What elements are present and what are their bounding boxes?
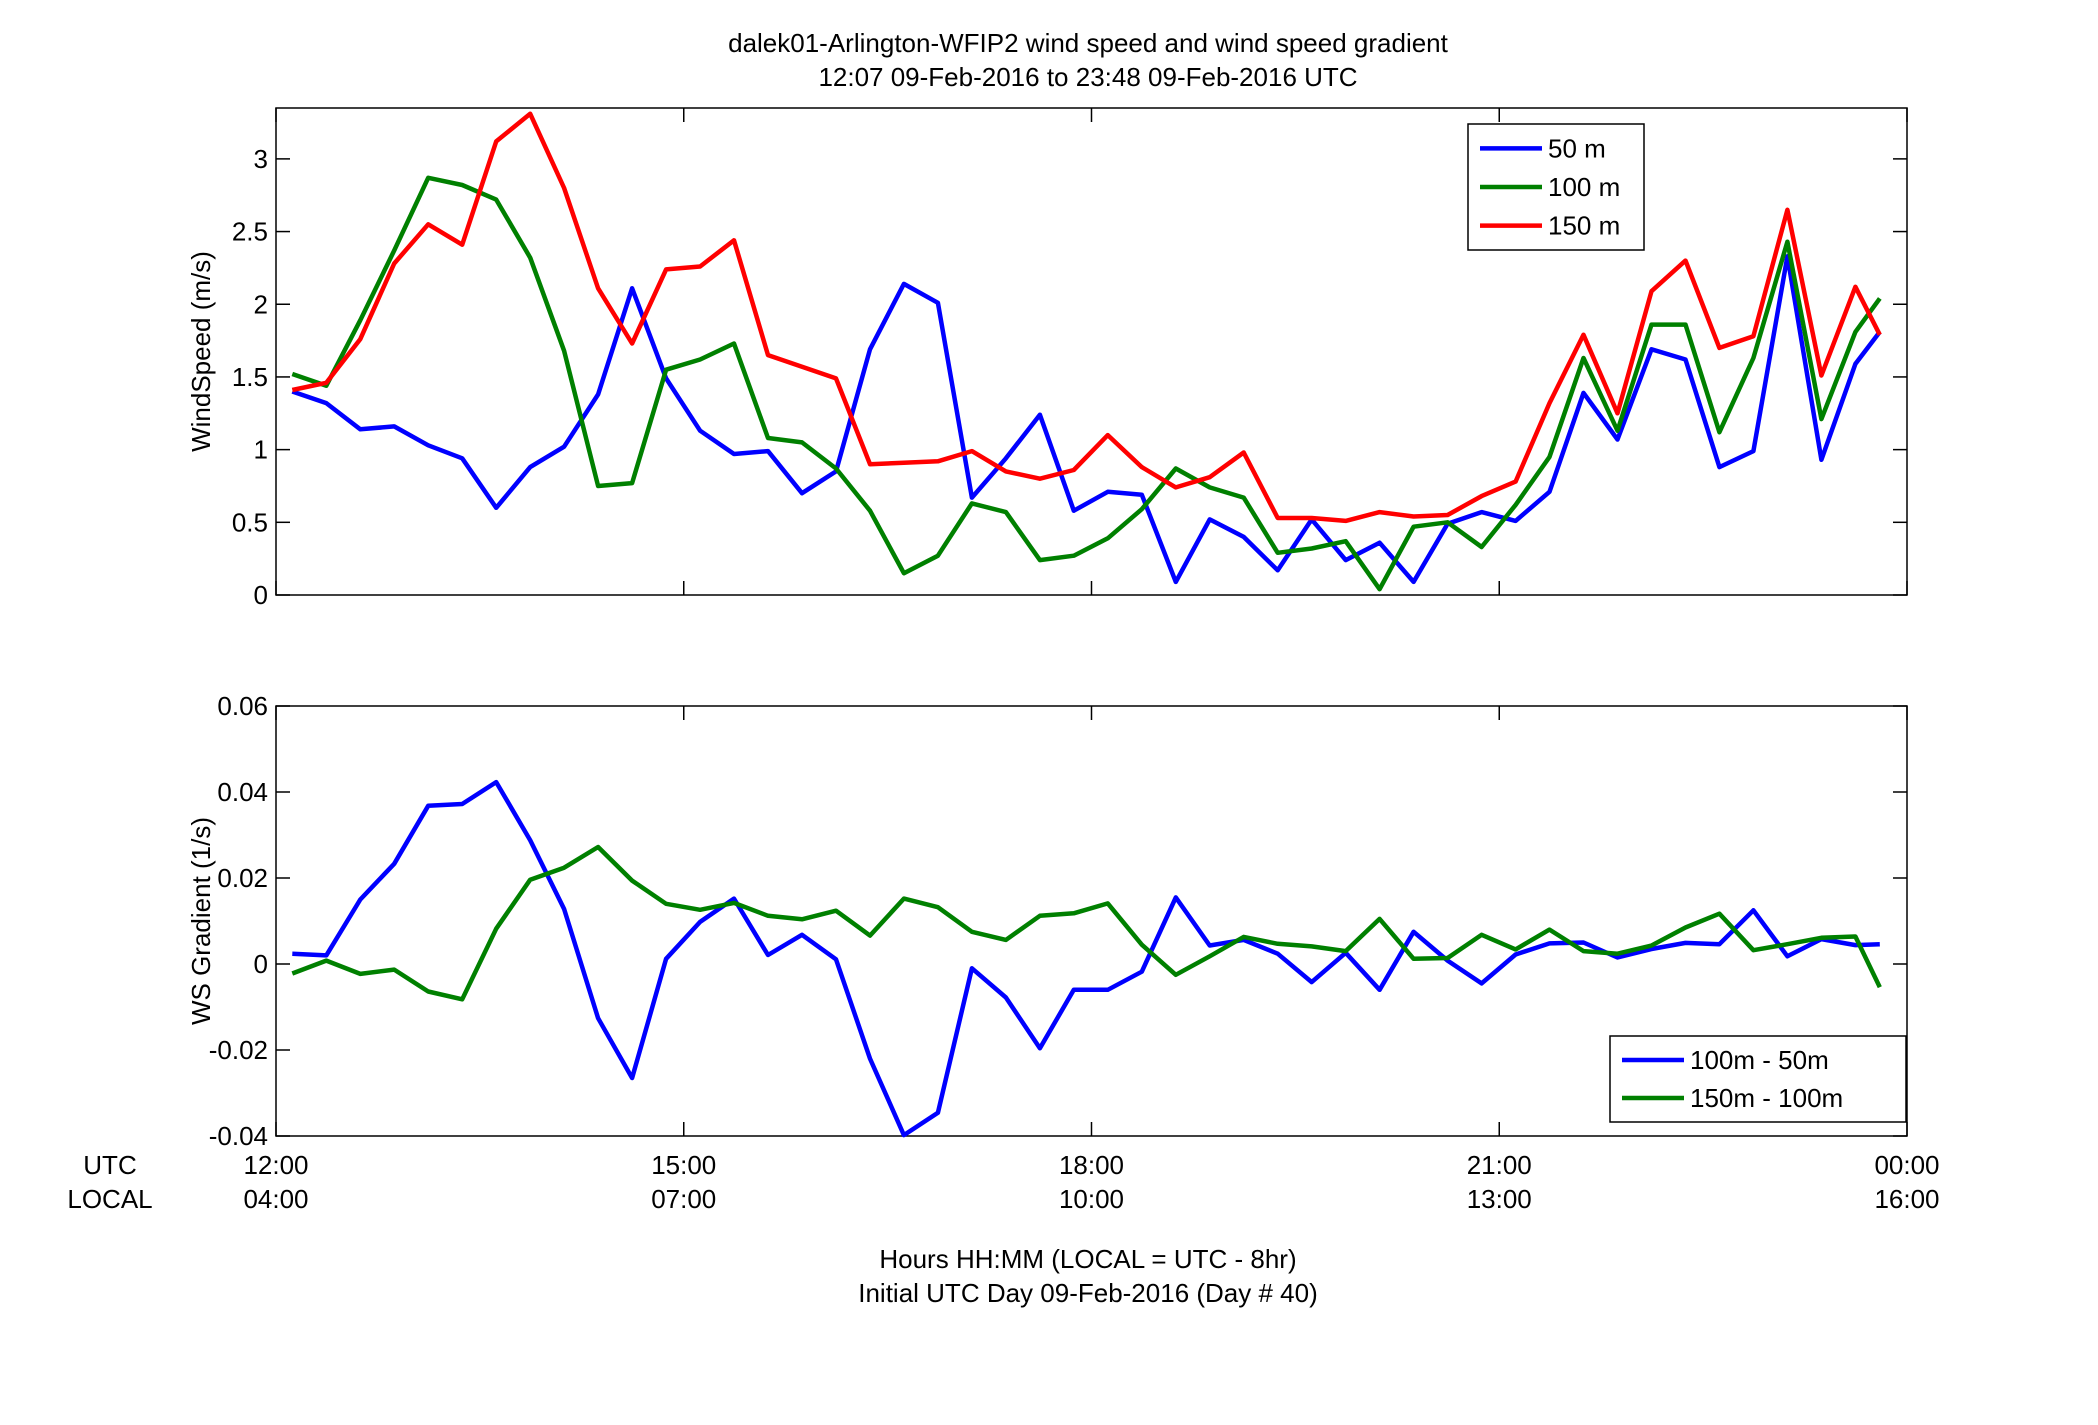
windspeed-ytick-label: 0 <box>254 580 268 610</box>
windspeed-series-line-2 <box>291 175 1882 592</box>
local-axis-label: LOCAL <box>67 1184 152 1214</box>
windspeed-legend <box>1467 123 1645 251</box>
x-tick-label-local: 10:00 <box>1059 1184 1124 1214</box>
windspeed-ytick-label: 2.5 <box>232 217 268 247</box>
gradient-ytick-label: 0 <box>254 949 268 979</box>
x-tick-label-local: 04:00 <box>243 1184 308 1214</box>
windspeed-ytick-label: 2 <box>254 289 268 319</box>
x-tick-label-utc: 15:00 <box>651 1150 716 1180</box>
windspeed-series-line-1 <box>291 254 1882 585</box>
gradient-series-line-1 <box>292 779 1880 1138</box>
chart-title-line2: 12:07 09-Feb-2016 to 23:48 09-Feb-2016 U… <box>818 62 1357 92</box>
windspeed-legend-entry: 150 m <box>1548 211 1620 241</box>
gradient-ytick-label: -0.02 <box>209 1035 268 1065</box>
x-tick-label-local: 16:00 <box>1874 1184 1939 1214</box>
gradient-ytick-label: 0.04 <box>217 777 268 807</box>
gradient-series-line-2 <box>291 844 1882 1002</box>
x-tick-label-utc: 21:00 <box>1467 1150 1532 1180</box>
windspeed-y-axis-label: WindSpeed (m/s) <box>186 251 216 452</box>
windspeed-series-line-3 <box>291 111 1882 524</box>
windspeed-ytick-label: 0.5 <box>232 507 268 537</box>
windspeed-ytick-label: 3 <box>254 144 268 174</box>
windspeed-ytick-label: 1 <box>254 435 268 465</box>
gradient-ytick-label: 0.02 <box>217 863 268 893</box>
x-tick-label-utc: 00:00 <box>1874 1150 1939 1180</box>
windspeed-legend-entry: 100 m <box>1548 172 1620 202</box>
gradient-y-axis-label: WS Gradient (1/s) <box>186 817 216 1025</box>
gradient-ytick-label: 0.06 <box>217 691 268 721</box>
wind-speed-gradient-panel: -0.04 -0.02 0 0.02 0.04 0.06 WS Gradient (1/s)… <box>186 691 1908 1151</box>
gradient-legend <box>1609 1035 1907 1123</box>
gradient-ytick-label: -0.04 <box>209 1121 268 1151</box>
x-tick-label-utc: 18:00 <box>1059 1150 1124 1180</box>
gradient-legend-entry: 100m - 50m <box>1690 1045 1829 1075</box>
x-axis-label-line1: Hours HH:MM (LOCAL = UTC - 8hr) <box>879 1244 1296 1274</box>
utc-axis-label: UTC <box>83 1150 136 1180</box>
wind-speed-panel: 0 0.5 1 1.5 2 2.5 3 WindSpeed (m/s) 50 m 100 m 150… <box>186 107 1908 610</box>
windspeed-ytick-label: 1.5 <box>232 362 268 392</box>
windspeed-legend-entry: 50 m <box>1548 133 1606 163</box>
chart-title-line1: dalek01-Arlington-WFIP2 wind speed and w… <box>728 28 1449 58</box>
x-tick-label-utc: 12:00 <box>243 1150 308 1180</box>
x-tick-labels: 12:00 04:00 15:00 07:00 18:00 10:00 21:00 13:00… <box>243 1150 1939 1214</box>
x-axis-label-line2: Initial UTC Day 09-Feb-2016 (Day # 40) <box>858 1278 1318 1308</box>
gradient-legend-entry: 150m - 100m <box>1690 1083 1843 1113</box>
x-tick-label-local: 13:00 <box>1467 1184 1532 1214</box>
x-tick-label-local: 07:00 <box>651 1184 716 1214</box>
